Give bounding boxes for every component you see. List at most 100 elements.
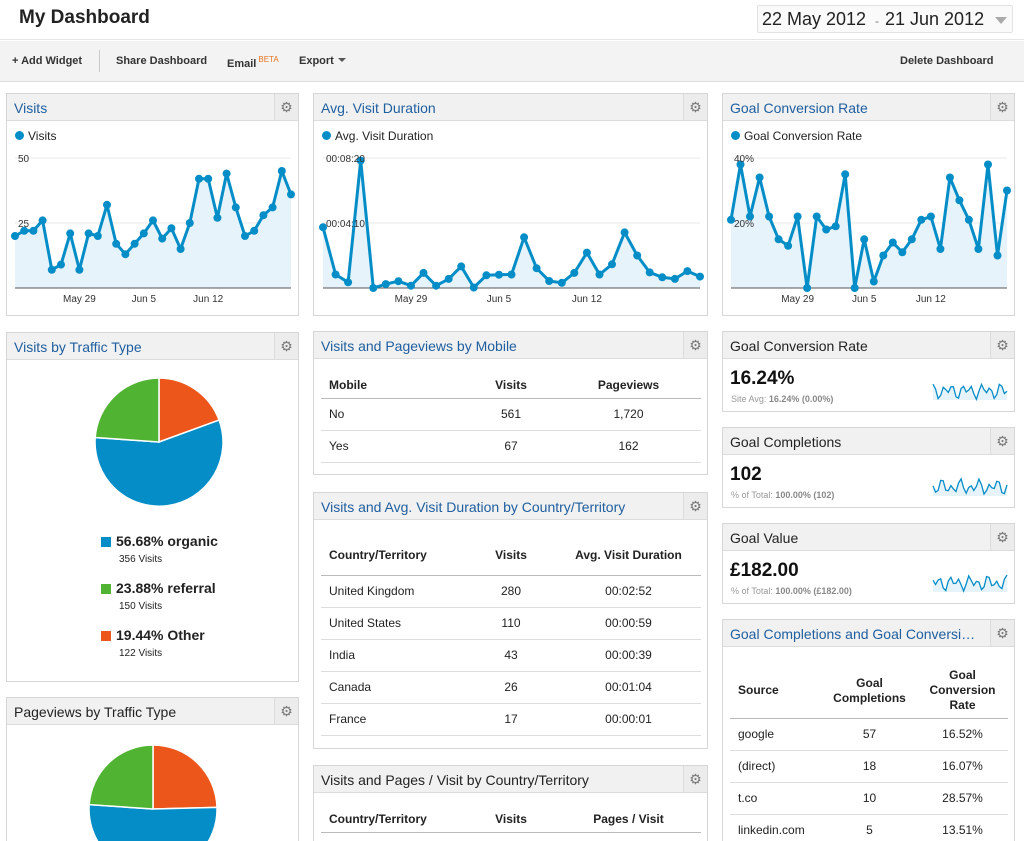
- data-point[interactable]: [683, 267, 692, 276]
- data-point[interactable]: [176, 245, 185, 253]
- data-point[interactable]: [936, 245, 945, 253]
- data-point[interactable]: [394, 277, 403, 286]
- data-point[interactable]: [121, 250, 130, 259]
- export-button[interactable]: Export: [299, 55, 346, 67]
- widget-title[interactable]: Pageviews by Traffic Type: [14, 704, 177, 720]
- data-point[interactable]: [557, 278, 566, 287]
- data-point[interactable]: [419, 268, 428, 277]
- gear-icon[interactable]: ⚙: [990, 332, 1014, 358]
- data-point[interactable]: [84, 229, 93, 238]
- data-point[interactable]: [860, 235, 869, 244]
- column-header[interactable]: Visits: [466, 537, 556, 576]
- data-point[interactable]: [595, 270, 604, 279]
- data-point[interactable]: [20, 226, 29, 235]
- data-point[interactable]: [822, 225, 831, 234]
- data-point[interactable]: [898, 248, 907, 257]
- data-point[interactable]: [926, 212, 935, 221]
- data-point[interactable]: [250, 226, 259, 235]
- column-header[interactable]: Pages / Visit: [556, 808, 701, 833]
- data-point[interactable]: [259, 211, 268, 220]
- data-point[interactable]: [432, 281, 441, 290]
- pie-slice[interactable]: [152, 744, 218, 810]
- data-point[interactable]: [984, 160, 992, 169]
- widget-title[interactable]: Goal Conversion Rate: [730, 100, 868, 116]
- data-point[interactable]: [917, 215, 926, 224]
- data-point[interactable]: [381, 280, 390, 289]
- data-point[interactable]: [268, 203, 277, 212]
- data-point[interactable]: [645, 268, 654, 277]
- data-point[interactable]: [727, 215, 735, 224]
- data-point[interactable]: [356, 156, 365, 165]
- column-header[interactable]: Goal Conversion Rate: [917, 664, 1008, 719]
- data-point[interactable]: [755, 173, 764, 182]
- data-point[interactable]: [746, 212, 754, 221]
- data-point[interactable]: [964, 215, 973, 224]
- data-point[interactable]: [955, 196, 964, 205]
- gear-icon[interactable]: ⚙: [274, 333, 298, 359]
- pie-slice[interactable]: [94, 419, 224, 507]
- data-point[interactable]: [139, 229, 148, 238]
- column-header[interactable]: Country/Territory: [321, 808, 466, 833]
- data-point[interactable]: [1003, 186, 1011, 195]
- data-point[interactable]: [736, 160, 745, 169]
- data-point[interactable]: [369, 284, 378, 292]
- date-range-picker[interactable]: 22 May 2012 - 21 Jun 2012: [757, 5, 1013, 33]
- data-point[interactable]: [850, 284, 859, 292]
- add-widget-button[interactable]: + Add Widget: [12, 55, 83, 67]
- gear-icon[interactable]: ⚙: [990, 524, 1014, 550]
- share-dashboard-button[interactable]: Share Dashboard: [116, 55, 208, 67]
- data-point[interactable]: [222, 169, 231, 178]
- delete-dashboard-button[interactable]: Delete Dashboard: [900, 55, 994, 67]
- data-point[interactable]: [93, 232, 102, 240]
- data-point[interactable]: [831, 222, 840, 231]
- data-point[interactable]: [774, 235, 783, 244]
- data-point[interactable]: [907, 235, 916, 244]
- data-point[interactable]: [469, 283, 478, 292]
- widget-title[interactable]: Avg. Visit Duration: [321, 100, 436, 116]
- data-point[interactable]: [765, 212, 774, 221]
- column-header[interactable]: Goal Completions: [822, 664, 917, 719]
- data-point[interactable]: [149, 216, 157, 225]
- data-point[interactable]: [633, 251, 642, 260]
- data-point[interactable]: [112, 239, 121, 248]
- data-point[interactable]: [319, 223, 327, 232]
- widget-title[interactable]: Visits and Pages / Visit by Country/Terr…: [321, 772, 589, 788]
- data-point[interactable]: [277, 167, 286, 175]
- data-point[interactable]: [520, 233, 529, 242]
- gear-icon[interactable]: ⚙: [990, 94, 1014, 120]
- data-point[interactable]: [29, 226, 38, 235]
- data-point[interactable]: [331, 270, 340, 279]
- widget-title[interactable]: Goal Value: [730, 530, 799, 546]
- data-point[interactable]: [457, 262, 466, 271]
- data-point[interactable]: [869, 277, 878, 286]
- data-point[interactable]: [66, 229, 75, 238]
- widget-title[interactable]: Visits and Avg. Visit Duration by Countr…: [321, 499, 626, 515]
- data-point[interactable]: [407, 281, 415, 290]
- column-header[interactable]: Visits: [466, 808, 556, 833]
- widget-title[interactable]: Visits by Traffic Type: [14, 339, 142, 355]
- data-point[interactable]: [507, 270, 516, 279]
- data-point[interactable]: [344, 278, 353, 287]
- gear-icon[interactable]: ⚙: [683, 94, 707, 120]
- data-point[interactable]: [287, 190, 295, 199]
- data-point[interactable]: [444, 274, 453, 283]
- data-point[interactable]: [582, 248, 591, 257]
- widget-title[interactable]: Visits: [14, 100, 48, 116]
- data-point[interactable]: [38, 216, 47, 225]
- data-point[interactable]: [532, 264, 541, 273]
- data-point[interactable]: [47, 265, 56, 274]
- gear-icon[interactable]: ⚙: [990, 620, 1014, 646]
- data-point[interactable]: [974, 245, 983, 253]
- gear-icon[interactable]: ⚙: [990, 428, 1014, 454]
- data-point[interactable]: [784, 241, 793, 250]
- data-point[interactable]: [793, 212, 802, 221]
- data-point[interactable]: [841, 170, 850, 179]
- data-point[interactable]: [130, 239, 139, 248]
- column-header[interactable]: Visits: [466, 373, 556, 399]
- pie-slice[interactable]: [94, 377, 160, 443]
- data-point[interactable]: [993, 251, 1002, 260]
- data-point[interactable]: [658, 273, 667, 282]
- data-point[interactable]: [945, 173, 954, 182]
- data-point[interactable]: [231, 203, 240, 212]
- data-point[interactable]: [75, 265, 84, 274]
